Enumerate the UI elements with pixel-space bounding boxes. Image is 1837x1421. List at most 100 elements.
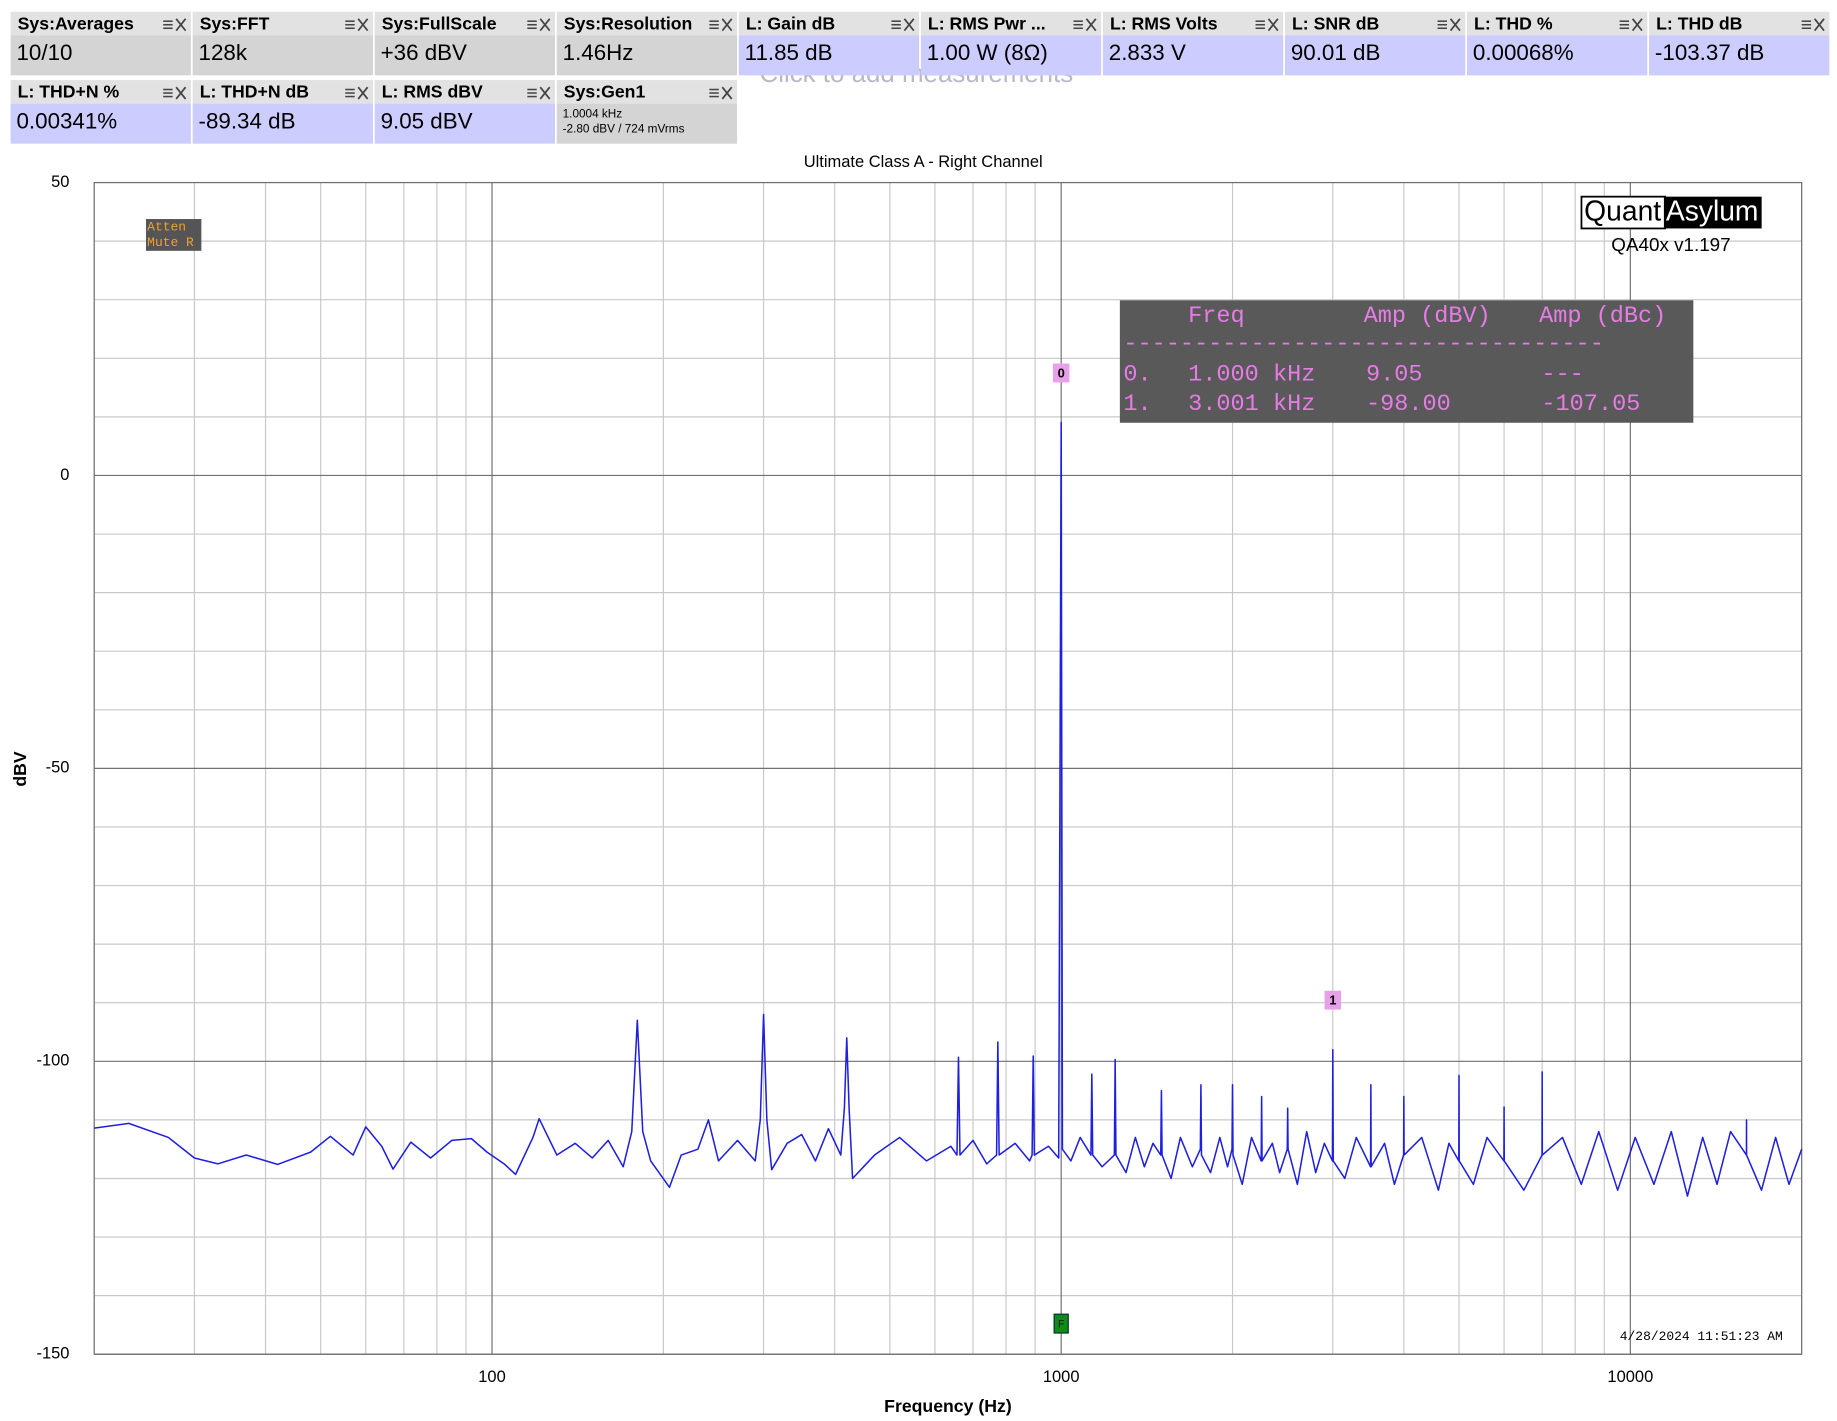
tile-value: -103.37 dB [1655, 40, 1764, 65]
close-icon [175, 18, 187, 32]
peak-table-header: Freq [1188, 303, 1245, 330]
cursor-marker [1053, 1313, 1069, 1334]
tile-value: -89.34 dB [199, 108, 296, 133]
peak-table-separator: ---------------------------------- [1123, 331, 1603, 358]
close-icon [1085, 18, 1097, 32]
tile-body [1467, 35, 1648, 76]
tile-value: 128k [199, 40, 248, 65]
status-box [146, 219, 202, 251]
tile-body [192, 35, 373, 76]
plot-frame [93, 181, 1803, 1355]
close-icon [175, 86, 187, 100]
tile-icons [1619, 18, 1643, 32]
tile-value: 0.00068% [1473, 40, 1574, 65]
tile-title: L: RMS dBV [382, 82, 483, 102]
peak-marker-label: 0 [1058, 366, 1065, 381]
tile-header [1467, 11, 1648, 36]
y-tick-label: -100 [37, 1052, 70, 1070]
x-tick-label: 100 [478, 1368, 505, 1386]
x-axis-label: Frequency (Hz) [884, 1396, 1012, 1416]
tile-icons [1255, 18, 1279, 32]
tile-body [10, 35, 191, 76]
x-tick-label: 10000 [1607, 1368, 1653, 1386]
close-icon [357, 18, 369, 32]
tile-value: 1.00 W (8Ω) [927, 40, 1048, 65]
tile-header [10, 80, 191, 104]
close-icon [903, 18, 915, 32]
tile-value: 2.833 V [1109, 40, 1186, 65]
close-icon [539, 86, 551, 100]
close-icon [721, 86, 733, 100]
tile-body [556, 35, 738, 76]
tile-title: L: RMS Pwr ... [928, 13, 1046, 33]
tile-value: 1.46Hz [563, 40, 634, 65]
tile-title: L: RMS Volts [1110, 13, 1218, 33]
peak-marker [1052, 363, 1070, 383]
tile-body [192, 103, 373, 144]
y-tick-label: 0 [60, 466, 69, 484]
y-tick-label: 50 [51, 173, 69, 191]
peak-table-cell: 3.001 kHz [1188, 391, 1315, 418]
tile-title: Sys:FFT [200, 13, 270, 33]
tile-title: Sys:Averages [18, 13, 134, 33]
tile-title: L: SNR dB [1292, 13, 1379, 33]
tile-title: Sys:FullScale [382, 13, 497, 33]
tile-value: 9.05 dBV [381, 108, 473, 133]
tile-icons [163, 86, 187, 100]
x-tick-label: 1000 [1043, 1368, 1080, 1386]
y-tick-label: -150 [37, 1345, 70, 1363]
tile-body [556, 103, 738, 144]
tile-icons [709, 86, 733, 100]
version: QA40x v1.197 [1611, 234, 1730, 255]
close-icon [1631, 18, 1643, 32]
tile-icons [345, 18, 369, 32]
close-icon [1449, 18, 1461, 32]
tile-header [192, 11, 373, 36]
peak-table-cell: 0. [1123, 362, 1151, 389]
tile-header [556, 80, 738, 104]
logo-box [1663, 196, 1762, 229]
tile-header [556, 11, 738, 36]
peak-table-cell: -98.00 [1366, 391, 1451, 418]
peak-table-header: Amp (dBc) [1539, 303, 1666, 330]
close-icon [357, 86, 369, 100]
tile-icons [709, 18, 733, 32]
tile-icons [1073, 18, 1097, 32]
tile-header [1102, 11, 1284, 36]
tile-value: 11.85 dB [745, 40, 833, 65]
close-icon [539, 18, 551, 32]
generator-line: -2.80 dBV / 724 mVrms [563, 123, 685, 136]
y-axis-label: dBV [10, 751, 30, 787]
tile-value: 90.01 dB [1291, 40, 1381, 65]
chart-title: Ultimate Class A - Right Channel [804, 153, 1043, 171]
tile-body [374, 35, 555, 76]
close-icon [1267, 18, 1279, 32]
tile-title: L: THD % [1474, 13, 1553, 33]
cursor-label: F [1058, 1319, 1065, 1331]
logo-box [1580, 195, 1666, 230]
tile-body [738, 35, 920, 76]
tile-title: Sys:Gen1 [564, 82, 646, 102]
tile-icons [1801, 18, 1825, 32]
peak-marker-label: 1 [1329, 993, 1336, 1008]
peak-table-cell: 9.05 [1366, 362, 1423, 389]
tile-header [738, 11, 920, 36]
tile-value: 10/10 [16, 40, 72, 65]
tile-icons [891, 18, 915, 32]
tile-value: +36 dBV [381, 40, 467, 65]
tile-header [374, 80, 555, 104]
peak-table-cell: --- [1541, 362, 1583, 389]
tile-title: L: Gain dB [746, 13, 835, 33]
tile-header [1649, 11, 1830, 36]
tile-header [1284, 11, 1466, 36]
tile-body [10, 103, 191, 144]
tile-body [920, 35, 1102, 76]
tile-body [1649, 35, 1830, 76]
peak-marker [1324, 990, 1342, 1010]
logo-text: Quant [1584, 195, 1661, 227]
peak-table-cell: 1. [1123, 391, 1151, 418]
tile-value: 0.00341% [16, 108, 117, 133]
timestamp: 4/28/2024 11:51:23 AM [1620, 1329, 1783, 1344]
